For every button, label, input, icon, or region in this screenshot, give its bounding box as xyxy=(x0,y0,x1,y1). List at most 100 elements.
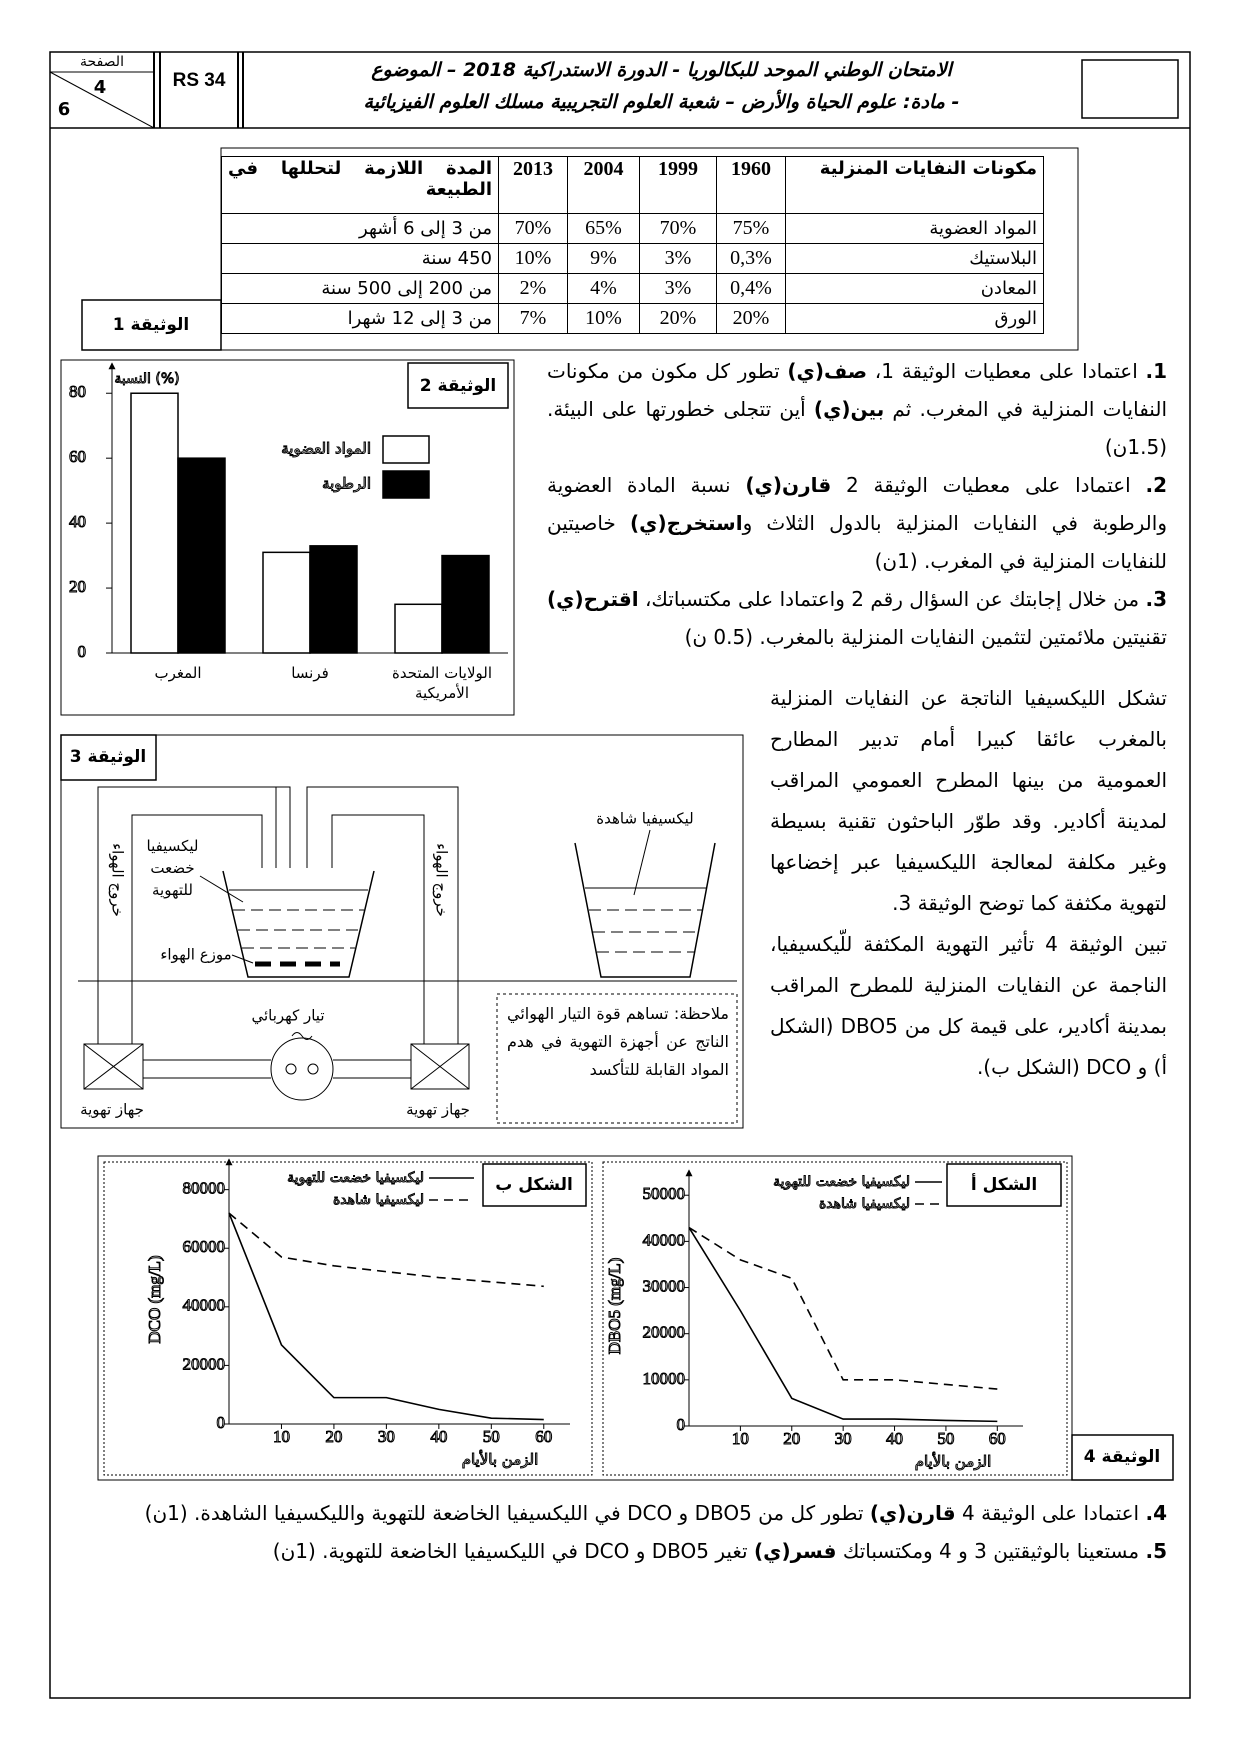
table-cell: 0,3% xyxy=(716,243,786,274)
table-cell: 10% xyxy=(498,243,568,274)
aerator-cross xyxy=(83,1043,144,1090)
y-tick-label: 40000 xyxy=(183,1296,226,1315)
x-tick-label: 30 xyxy=(378,1427,395,1446)
table-cell: 3% xyxy=(639,243,717,274)
bar xyxy=(441,554,490,654)
air-pipe xyxy=(97,786,291,1044)
y-tick-label: 80000 xyxy=(183,1179,226,1198)
air-pipe xyxy=(331,814,425,1044)
note: ملاحظة: تساهم قوة التيار الهوائي الناتج … xyxy=(507,1004,729,1079)
x-tick-label: 40 xyxy=(430,1427,447,1446)
table-header-cell: 2013 xyxy=(498,156,568,214)
bar xyxy=(394,603,443,654)
doc3-label-box xyxy=(60,734,157,781)
doc3-diagram xyxy=(60,734,744,1129)
table-cell: المواد العضوية xyxy=(785,213,1044,244)
task-verb: فسر(ي) xyxy=(753,1539,837,1563)
total-pages: 6 xyxy=(58,99,71,120)
table-cell: 75% xyxy=(716,213,786,244)
y-tick-label: 50000 xyxy=(643,1184,686,1203)
air-distributor-label: موزع الهواء xyxy=(160,946,231,964)
table-row: البلاستيك 0,3% 3% 9% 10% 450 سنة xyxy=(221,243,1044,274)
data-line xyxy=(228,1212,544,1421)
y-axis-label: DCO (mg/L) xyxy=(145,1255,164,1343)
current-label: تيار كهربائي xyxy=(251,1007,324,1026)
table-cell: 9% xyxy=(567,243,640,274)
table-header-cell: 1999 xyxy=(639,156,717,214)
question-number: 1. xyxy=(1145,359,1167,383)
question: 2. اعتمادا على معطيات الوثيقة 2 قارن(ي) … xyxy=(547,466,1167,580)
table-cell: 20% xyxy=(716,303,786,334)
doc4-frame xyxy=(97,1155,1073,1481)
doc-label: الوثيقة 1 xyxy=(113,315,190,335)
figure-title: الشكل ب xyxy=(495,1175,573,1195)
motor xyxy=(270,1037,334,1101)
table-header-cell: مكونات النفايات المنزلية xyxy=(785,156,1044,214)
aerator xyxy=(83,1043,144,1090)
bar xyxy=(262,551,311,654)
table-cell: من 200 إلى 500 سنة xyxy=(221,273,499,304)
y-tick-label: 60000 xyxy=(183,1237,226,1256)
air-pipe xyxy=(131,814,263,1044)
question-text: اعتمادا على معطيات الوثيقة 1، xyxy=(867,359,1138,383)
table-row: المعادن 0,4% 3% 4% 2% من 200 إلى 500 سنة xyxy=(221,273,1044,304)
doc1-table: مكونات النفايات المنزلية 1960 1999 2004 2013… xyxy=(221,156,1044,334)
y-tick-label: 10000 xyxy=(643,1369,686,1388)
aerator xyxy=(410,1043,470,1090)
question-text: نسبة المادة العضوية والرطوبة في النفايات… xyxy=(547,473,1167,535)
aerator-cross xyxy=(410,1043,470,1090)
x-tick-label: 40 xyxy=(886,1429,903,1448)
question-text: تطور كل من DBO5 و DCO في الليكسيفيا الخا… xyxy=(144,1501,870,1525)
question-number: 3. xyxy=(1145,587,1167,611)
x-tick-label: 20 xyxy=(325,1427,342,1446)
y-tick-label: 20 xyxy=(69,577,86,596)
x-tick-label: 10 xyxy=(732,1429,749,1448)
doc2-label-box xyxy=(407,362,509,409)
question-number: 4. xyxy=(1145,1501,1167,1525)
table-cell: 0,4% xyxy=(716,273,786,304)
page-box-diagonal xyxy=(49,71,155,129)
table-cell: 2% xyxy=(498,273,568,304)
question: 1. اعتمادا على معطيات الوثيقة 1، صف(ي) ت… xyxy=(547,352,1167,466)
legend-label: المواد العضوية xyxy=(281,440,371,458)
y-axis-label: النسبة (%) xyxy=(114,371,179,387)
air-outlet-label: خروج الهواء xyxy=(108,843,127,917)
bar xyxy=(309,545,358,654)
doc4-label-box xyxy=(1071,1434,1174,1481)
x-tick-label: 10 xyxy=(273,1427,290,1446)
table-row: المواد العضوية 75% 70% 65% 70% من 3 إلى 6 أشه… xyxy=(221,213,1044,244)
witness-label: ليكسيفيا شاهدة xyxy=(596,810,694,828)
table-header-row: مكونات النفايات المنزلية 1960 1999 2004 2013… xyxy=(221,156,1044,214)
table-header-cell: 1960 xyxy=(716,156,786,214)
x-tick-label: 30 xyxy=(835,1429,852,1448)
x-tick-label: المغرب xyxy=(154,664,202,682)
y-tick-label: 0 xyxy=(78,642,87,661)
doc1-table-wrap: مكونات النفايات المنزلية 1960 1999 2004 2013… xyxy=(221,156,1044,334)
task-verb: صف(ي) xyxy=(787,359,868,383)
air-outlet-label: خروج الهواء xyxy=(432,843,451,917)
x-axis-label: الزمن بالأيام xyxy=(462,1450,539,1469)
table-cell: البلاستيك xyxy=(785,243,1044,274)
legend-swatch xyxy=(382,435,430,464)
task-verb: قارن(ي) xyxy=(869,1501,956,1525)
table-cell: الورق xyxy=(785,303,1044,334)
table-cell: 3% xyxy=(639,273,717,304)
table-cell: المعادن xyxy=(785,273,1044,304)
x-tick-label: 20 xyxy=(783,1429,800,1448)
doc-label: الوثيقة 4 xyxy=(1084,1447,1161,1467)
task-verb: بين(ي) xyxy=(813,397,885,421)
note-box xyxy=(496,993,738,1124)
table-cell: من 3 إلى 6 أشهر xyxy=(221,213,499,244)
ac-symbol xyxy=(291,1032,313,1040)
task-verb: قارن(ي) xyxy=(745,473,832,497)
pointer xyxy=(199,875,244,903)
exam-code: RS 34 xyxy=(173,70,226,91)
paragraph: تبين الوثيقة 4 تأثير التهوية المكثفة للّ… xyxy=(770,932,1167,1079)
figure-b-title-box xyxy=(482,1163,587,1207)
table-cell: 70% xyxy=(498,213,568,244)
question-text: مستعينا بالوثيقتين 3 و 4 ومكتسباتك xyxy=(836,1539,1140,1563)
paragraph: تشكل الليكسيفيا الناتجة عن النفايات المن… xyxy=(770,686,1167,915)
question-number: 2. xyxy=(1145,473,1168,497)
y-tick-label: 60 xyxy=(69,447,86,466)
mark-box xyxy=(1081,59,1179,119)
